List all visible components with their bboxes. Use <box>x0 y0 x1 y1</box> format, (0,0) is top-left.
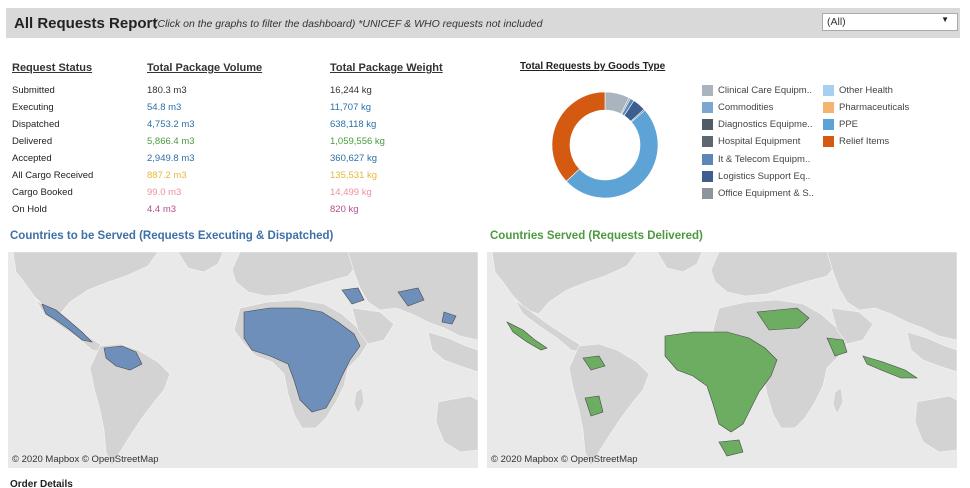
donut-segment[interactable] <box>565 109 659 199</box>
legend-swatch <box>823 84 834 96</box>
status-weight: 638,118 kg <box>330 119 377 130</box>
report-header: All Requests Report (Click on the graphs… <box>6 8 960 38</box>
package-volume-header: Total Package Volume <box>147 62 263 74</box>
legend-swatch <box>702 119 713 131</box>
legend-label: Commodities <box>718 101 774 113</box>
legend-swatch <box>702 171 713 182</box>
status-volume: 54.8 m3 <box>147 102 182 113</box>
filter-dropdown[interactable]: (All) ▼ <box>822 13 958 31</box>
status-volume: 2,949.8 m3 <box>147 153 195 164</box>
highlighted-country[interactable] <box>862 355 918 379</box>
request-status-header: Request Status <box>12 62 93 74</box>
legend-item[interactable]: Pharmaceuticals <box>823 100 909 114</box>
highlighted-country[interactable] <box>41 303 93 343</box>
highlighted-country[interactable] <box>582 355 606 371</box>
highlighted-country[interactable] <box>756 307 810 331</box>
status-weight: 1,059,556 kg <box>330 136 385 147</box>
highlighted-country[interactable] <box>826 337 848 357</box>
status-volume: 5,866.4 m3 <box>147 136 195 147</box>
status-weight: 360,627 kg <box>330 153 378 164</box>
legend-item[interactable]: PPE <box>823 118 858 132</box>
legend-item[interactable]: Other Health <box>823 83 893 97</box>
status-weight: 135,531 kg <box>330 170 378 181</box>
highlighted-country[interactable] <box>243 307 361 413</box>
world-map-shapes <box>8 252 478 468</box>
page-subtitle: (Click on the graphs to filter the dashb… <box>154 18 543 30</box>
status-volume: 99.0 m3 <box>147 187 182 198</box>
legend-label: PPE <box>839 119 859 131</box>
left-map-title: Countries to be Served (Requests Executi… <box>10 230 334 242</box>
highlighted-country[interactable] <box>718 439 744 457</box>
status-label[interactable]: On Hold <box>12 204 47 215</box>
status-label[interactable]: Cargo Booked <box>12 187 73 198</box>
status-volume: 887.2 m3 <box>147 170 187 181</box>
status-label[interactable]: Dispatched <box>12 119 60 130</box>
legend-label: Diagnostics Equipme.. <box>718 119 813 131</box>
status-weight: 16,244 kg <box>330 85 372 96</box>
map-credit[interactable]: © 2020 Mapbox © OpenStreetMap <box>12 454 159 465</box>
highlighted-country[interactable] <box>584 395 604 417</box>
legend-item[interactable]: It & Telecom Equipm.. <box>702 152 810 166</box>
countries-to-be-served-map[interactable]: © 2020 Mapbox © OpenStreetMap <box>8 252 478 468</box>
legend-swatch <box>702 188 713 200</box>
right-map-title: Countries Served (Requests Delivered) <box>490 230 703 242</box>
highlighted-country[interactable] <box>441 311 457 325</box>
status-weight: 11,707 kg <box>330 102 372 113</box>
status-volume: 4,753.2 m3 <box>147 119 195 130</box>
legend-label: Logistics Support Eq.. <box>718 171 811 182</box>
highlighted-country[interactable] <box>397 287 425 307</box>
world-map-shapes <box>487 252 957 468</box>
legend-label: Clinical Care Equipm.. <box>718 84 812 96</box>
goods-type-chart-title: Total Requests by Goods Type <box>520 61 666 72</box>
filter-value: (All) <box>827 16 846 28</box>
legend-item[interactable]: Commodities <box>702 100 773 114</box>
page-title: All Requests Report <box>14 15 158 32</box>
status-label[interactable]: Submitted <box>12 85 55 96</box>
countries-served-map[interactable]: © 2020 Mapbox © OpenStreetMap <box>487 252 957 468</box>
legend-label: Office Equipment & S.. <box>718 188 814 200</box>
status-weight: 14,499 kg <box>330 187 372 198</box>
highlighted-country[interactable] <box>506 321 548 351</box>
legend-swatch <box>702 153 713 165</box>
package-weight-header: Total Package Weight <box>330 62 443 74</box>
legend-swatch <box>823 101 834 113</box>
status-label[interactable]: Accepted <box>12 153 52 164</box>
order-details-heading: Order Details <box>10 479 73 488</box>
status-label[interactable]: Delivered <box>12 136 53 147</box>
donut-segment[interactable] <box>551 91 606 182</box>
legend-label: Relief Items <box>839 136 890 148</box>
legend-item[interactable]: Logistics Support Eq.. <box>702 170 810 184</box>
legend-label: Hospital Equipment <box>718 136 801 148</box>
legend-item[interactable]: Clinical Care Equipm.. <box>702 83 812 97</box>
legend-swatch <box>823 136 834 148</box>
legend-swatch <box>702 84 713 96</box>
legend-item[interactable]: Diagnostics Equipme.. <box>702 118 813 132</box>
legend-item[interactable]: Office Equipment & S.. <box>702 187 814 201</box>
legend-swatch <box>823 119 834 131</box>
dropdown-arrow-icon: ▼ <box>941 15 949 24</box>
highlighted-country[interactable] <box>664 331 778 433</box>
status-volume: 4.4 m3 <box>147 204 177 215</box>
status-label[interactable]: Executing <box>12 102 54 113</box>
highlighted-country[interactable] <box>103 345 143 371</box>
legend-item[interactable]: Hospital Equipment <box>702 135 800 149</box>
legend-swatch <box>702 101 713 113</box>
legend-label: Pharmaceuticals <box>839 101 910 113</box>
map-credit[interactable]: © 2020 Mapbox © OpenStreetMap <box>491 454 638 465</box>
legend-item[interactable]: Relief Items <box>823 135 889 149</box>
highlighted-country[interactable] <box>341 287 365 305</box>
legend-label: Other Health <box>839 84 893 96</box>
status-label[interactable]: All Cargo Received <box>12 170 94 181</box>
legend-label: It & Telecom Equipm.. <box>718 153 811 165</box>
status-weight: 820 kg <box>330 204 359 215</box>
status-volume: 180.3 m3 <box>147 85 187 96</box>
goods-type-donut-chart[interactable] <box>550 90 660 200</box>
legend-swatch <box>702 136 713 148</box>
